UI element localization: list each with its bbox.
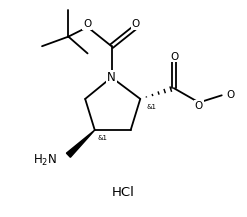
Text: O: O (195, 101, 203, 111)
Text: O: O (132, 19, 140, 29)
Text: H$_2$N: H$_2$N (34, 153, 58, 168)
Text: O: O (83, 19, 91, 29)
Text: O: O (170, 51, 178, 61)
Text: O: O (226, 90, 234, 100)
Polygon shape (66, 130, 95, 157)
Text: &1: &1 (146, 104, 156, 110)
Text: HCl: HCl (112, 186, 135, 199)
Text: &1: &1 (97, 135, 107, 141)
Text: N: N (107, 71, 116, 84)
